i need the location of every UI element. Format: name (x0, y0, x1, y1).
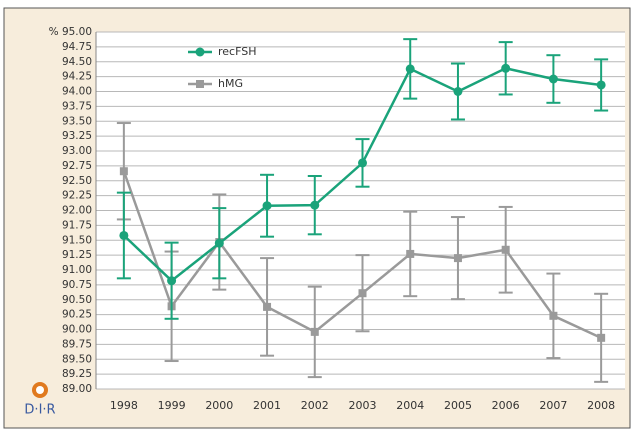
y-tick-label: 92.75 (62, 160, 92, 172)
data-point (453, 87, 463, 96)
logo: D·I·R (24, 382, 56, 418)
data-point (119, 230, 129, 240)
y-tick-label: 92.50 (62, 175, 92, 187)
x-tick-label: 2006 (492, 399, 520, 412)
data-point (597, 333, 606, 342)
data-point (214, 238, 224, 248)
logo-icon (36, 386, 44, 394)
logo-text: D·I·R (24, 403, 55, 418)
x-tick-label: 2004 (396, 399, 424, 412)
y-tick-label: 89.25 (62, 368, 92, 380)
y-tick-label: 94.75 (62, 41, 92, 53)
y-tick-label: 90.50 (62, 294, 92, 306)
y-tick-label: 91.50 (62, 234, 92, 246)
x-tick-label: 2008 (587, 399, 615, 412)
x-tick-label: 1999 (158, 399, 186, 412)
y-tick-label: 89.50 (62, 353, 92, 365)
data-point (596, 80, 606, 90)
x-tick-label: 2001 (253, 399, 281, 412)
y-tick-label: 90.25 (62, 309, 92, 321)
legend-marker (196, 80, 204, 88)
data-point (119, 167, 128, 176)
data-point (406, 249, 415, 258)
x-tick-label: 2003 (349, 399, 377, 412)
y-tick-label: 94.25 (62, 71, 92, 83)
y-tick-label: 91.00 (62, 264, 92, 276)
y-tick-label: 92.00 (62, 205, 92, 217)
y-tick-label: 91.75 (62, 219, 92, 231)
y-tick-label: 93.50 (62, 115, 92, 127)
y-tick-label: % 95.00 (49, 26, 92, 38)
y-tick-label: 89.75 (62, 338, 92, 350)
data-point (549, 311, 558, 320)
y-tick-label: 89.00 (62, 383, 92, 395)
y-tick-label: 90.75 (62, 279, 92, 291)
data-point (548, 74, 558, 84)
data-point (358, 158, 367, 168)
y-tick-label: 93.75 (62, 100, 92, 112)
y-tick-label: 94.50 (62, 56, 92, 68)
legend-marker (195, 47, 205, 57)
data-point (501, 245, 510, 254)
y-tick-label: 94.00 (62, 86, 92, 98)
legend-label: hMG (218, 77, 243, 90)
x-tick-label: 2005 (444, 399, 472, 412)
data-point (310, 200, 320, 210)
data-point (358, 289, 367, 298)
y-tick-label: 93.25 (62, 130, 92, 142)
data-point (453, 254, 462, 263)
y-tick-label: 92.25 (62, 190, 92, 202)
legend-label: recFSH (218, 45, 256, 58)
data-point (310, 327, 319, 336)
y-tick-label: 93.00 (62, 145, 92, 157)
data-point (167, 276, 177, 286)
x-tick-label: 2007 (539, 399, 567, 412)
y-tick-label: 90.00 (62, 324, 92, 336)
x-tick-label: 1998 (110, 399, 138, 412)
data-point (501, 63, 511, 73)
data-point (405, 64, 415, 74)
data-point (263, 302, 272, 311)
x-tick-label: 2002 (301, 399, 329, 412)
x-tick-label: 2000 (205, 399, 233, 412)
y-tick-label: 91.25 (62, 249, 92, 261)
data-point (262, 201, 272, 211)
